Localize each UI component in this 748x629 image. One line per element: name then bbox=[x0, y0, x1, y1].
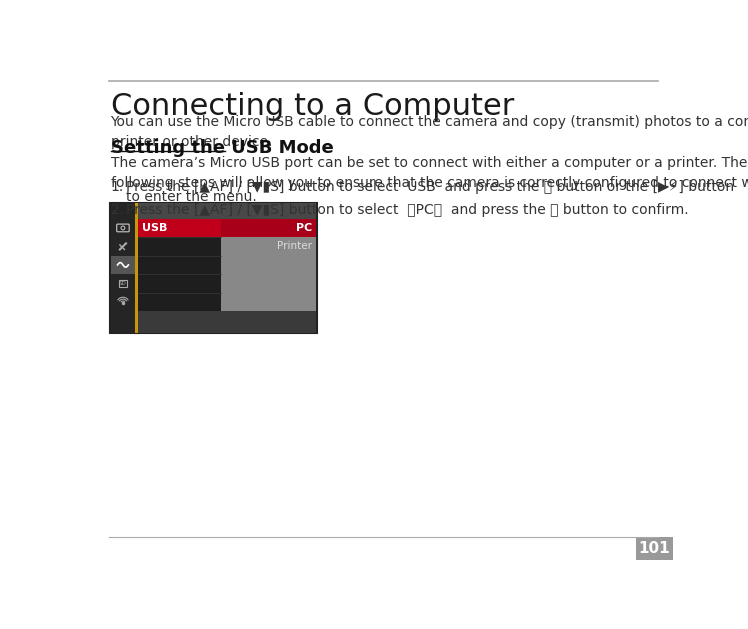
Text: to enter the menu.: to enter the menu. bbox=[126, 190, 257, 204]
Bar bbox=[111, 203, 316, 333]
Bar bbox=[221, 292, 316, 311]
Text: 2.: 2. bbox=[111, 203, 123, 217]
Bar bbox=[138, 237, 221, 255]
Bar bbox=[119, 279, 127, 287]
Bar bbox=[111, 203, 135, 333]
Text: Connecting to a Computer: Connecting to a Computer bbox=[111, 92, 514, 121]
Text: 1.: 1. bbox=[111, 180, 124, 194]
Text: The camera’s Micro USB port can be set to connect with either a computer or a pr: The camera’s Micro USB port can be set t… bbox=[111, 155, 748, 190]
Bar bbox=[138, 274, 221, 292]
Text: PC: PC bbox=[295, 223, 312, 233]
Bar bbox=[138, 292, 221, 311]
Bar bbox=[221, 219, 316, 237]
Bar bbox=[138, 203, 316, 219]
Bar bbox=[110, 203, 316, 333]
Bar bbox=[138, 255, 221, 274]
Text: Press the [▲AF] / [▼▮S] button to select  USB  and press the ⓢ button or the [▶⚡: Press the [▲AF] / [▼▮S] button to select… bbox=[126, 180, 735, 194]
Text: You can use the Micro USB cable to connect the camera and copy (transmit) photos: You can use the Micro USB cable to conne… bbox=[111, 114, 748, 149]
Text: Press the [▲AF] / [▼▮S] button to select  ＼PC］  and press the ⓢ button to confir: Press the [▲AF] / [▼▮S] button to select… bbox=[126, 203, 689, 217]
Bar bbox=[135, 203, 138, 333]
Text: SD: SD bbox=[119, 281, 127, 286]
Text: Printer: Printer bbox=[277, 242, 312, 252]
Bar bbox=[111, 255, 135, 274]
Bar bbox=[138, 219, 316, 237]
Bar bbox=[636, 537, 673, 560]
Bar bbox=[221, 255, 316, 274]
Bar bbox=[221, 274, 316, 292]
Text: USB: USB bbox=[142, 223, 168, 233]
Text: 101: 101 bbox=[639, 541, 670, 556]
Bar bbox=[221, 237, 316, 255]
Text: Setting the USB Mode: Setting the USB Mode bbox=[111, 140, 334, 157]
